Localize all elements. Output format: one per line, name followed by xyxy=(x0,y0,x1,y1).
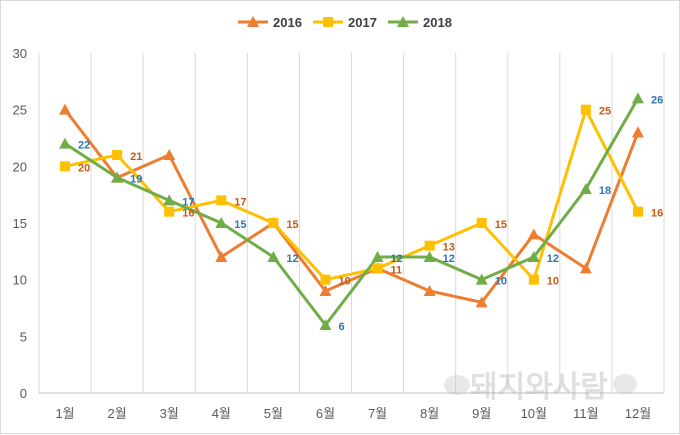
y-tick-label: 0 xyxy=(20,386,27,401)
point-2017 xyxy=(632,206,643,217)
data-label-2017: 21 xyxy=(130,151,142,163)
x-tick-label: 10월 xyxy=(521,406,547,421)
y-tick-label: 30 xyxy=(13,46,27,61)
x-tick-label: 1월 xyxy=(55,406,74,421)
watermark-text: 돼지와사람 xyxy=(470,370,608,405)
y-tick-label: 5 xyxy=(20,329,27,344)
data-label-2018: 12 xyxy=(547,253,559,265)
point-2017 xyxy=(112,150,123,160)
point-2018 xyxy=(579,183,592,194)
data-label-2017: 11 xyxy=(391,264,403,276)
x-tick-label: 12월 xyxy=(625,406,651,421)
legend-marker-2016 xyxy=(247,16,259,27)
point-2018 xyxy=(423,251,436,262)
y-tick-label: 20 xyxy=(13,159,27,174)
point-2017 xyxy=(580,104,591,115)
data-label-2018: 10 xyxy=(495,276,507,288)
point-2016 xyxy=(475,296,488,308)
legend-marker-2018 xyxy=(397,16,409,27)
series-lines xyxy=(63,97,640,327)
y-tick-label: 25 xyxy=(13,103,27,118)
x-tick-label: 9월 xyxy=(472,406,491,421)
data-label-2018: 17 xyxy=(182,196,194,208)
x-tick-label: 6월 xyxy=(316,406,335,421)
data-label-2017: 13 xyxy=(443,242,455,254)
point-2017 xyxy=(476,218,487,228)
data-label-2017: 15 xyxy=(495,219,507,231)
point-2018 xyxy=(111,171,124,183)
point-2018 xyxy=(527,251,540,262)
legend-label-2017: 2017 xyxy=(348,15,377,30)
point-2016 xyxy=(59,103,72,115)
series-line-2016 xyxy=(63,108,640,304)
point-2018 xyxy=(163,194,176,206)
point-2017 xyxy=(528,274,539,285)
data-label-2018: 6 xyxy=(338,321,344,333)
y-tick-label: 15 xyxy=(13,216,27,231)
pig-icon xyxy=(444,375,470,395)
x-tick-label: 3월 xyxy=(160,406,179,421)
data-label-2017: 17 xyxy=(234,196,246,208)
x-tick-label: 4월 xyxy=(212,406,231,421)
pig-snout-icon xyxy=(613,374,637,394)
point-2017 xyxy=(320,274,331,285)
series-line-2018 xyxy=(64,97,640,327)
data-label-2018: 26 xyxy=(651,94,663,106)
data-label-2017: 15 xyxy=(286,219,298,231)
point-2016 xyxy=(579,262,592,274)
data-label-2017: 20 xyxy=(78,162,90,174)
data-label-2017: 16 xyxy=(651,208,663,220)
x-tick-label: 11월 xyxy=(573,406,598,421)
x-tick-label: 5월 xyxy=(264,406,283,421)
point-2018 xyxy=(371,251,384,262)
watermark: 돼지와사람 xyxy=(444,370,637,405)
point-2018 xyxy=(267,251,280,262)
x-tick-label: 7월 xyxy=(368,406,387,421)
legend-label-2016: 2016 xyxy=(273,15,302,30)
legend: 2016 2017 2018 xyxy=(238,15,452,30)
data-label-2018: 22 xyxy=(78,140,90,152)
point-2018 xyxy=(631,92,644,104)
point-2017 xyxy=(216,195,227,206)
point-2016 xyxy=(319,285,332,296)
point-2017 xyxy=(268,218,279,228)
data-label-2018: 18 xyxy=(599,185,611,197)
point-2016 xyxy=(631,126,644,138)
point-2016 xyxy=(423,285,436,296)
point-2018 xyxy=(59,137,72,149)
point-2018 xyxy=(215,217,228,228)
data-label-2018: 12 xyxy=(286,253,298,265)
axes: 0 5 10 15 20 25 30 1월 2월 3월 4월 5월 6월 7월 8월 9월 10월 11월 12월 xyxy=(13,46,664,421)
y-tick-label: 10 xyxy=(13,273,27,288)
data-label-2018: 19 xyxy=(130,174,142,186)
point-2018 xyxy=(475,273,488,285)
legend-marker-2017 xyxy=(323,17,333,27)
point-2017 xyxy=(424,240,435,251)
point-2016 xyxy=(163,149,176,160)
point-2017 xyxy=(164,206,175,217)
data-label-2018: 15 xyxy=(234,219,246,231)
point-2018 xyxy=(319,319,332,330)
data-label-2017: 25 xyxy=(599,106,611,118)
legend-label-2018: 2018 xyxy=(423,15,452,30)
grid xyxy=(38,53,665,393)
series-line-2017 xyxy=(64,108,640,282)
data-label-2018: 12 xyxy=(443,253,455,265)
point-2016 xyxy=(527,228,540,240)
point-2017 xyxy=(372,263,383,274)
data-label-2017: 10 xyxy=(338,276,350,288)
point-2016 xyxy=(215,251,228,262)
data-label-2018: 12 xyxy=(391,253,403,265)
x-tick-label: 8월 xyxy=(420,406,439,421)
series-markers xyxy=(59,92,644,330)
data-label-2017: 10 xyxy=(547,276,559,288)
point-2017 xyxy=(60,161,71,172)
data-label-2017: 16 xyxy=(182,208,194,220)
x-tick-label: 2월 xyxy=(108,406,127,421)
